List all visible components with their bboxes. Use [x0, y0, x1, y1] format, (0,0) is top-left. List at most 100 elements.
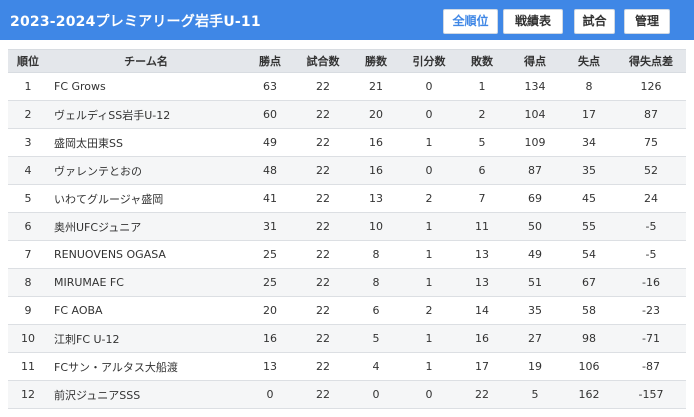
goal-difference-cell: 52: [616, 156, 686, 185]
points-cell: 31: [244, 212, 296, 241]
goals-against-cell: 54: [562, 240, 616, 269]
points-cell: 60: [244, 100, 296, 129]
column-header-rank[interactable]: 順位: [8, 49, 48, 73]
rank-cell: 12: [8, 380, 48, 409]
draws-cell: 1: [402, 268, 456, 297]
header-bar: 2023-2024プレミアリーグ岩手U-11 全順位 戦績表 試合 管理: [0, 0, 694, 40]
team-name-cell[interactable]: MIRUMAE FC: [48, 268, 244, 297]
column-header-goals-for[interactable]: 得点: [508, 49, 562, 73]
team-name-cell[interactable]: 盛岡太田東SS: [48, 128, 244, 157]
goal-difference-cell: -87: [616, 352, 686, 381]
losses-cell: 13: [456, 268, 508, 297]
goal-difference-cell: 87: [616, 100, 686, 129]
wins-cell: 8: [350, 268, 402, 297]
team-name-cell[interactable]: RENUOVENS OGASA: [48, 240, 244, 269]
table-row: 10 江刺FC U-12 16 22 5 1 16 27 98 -71: [8, 324, 686, 353]
table-header-row: 順位 チーム名 勝点 試合数 勝数 引分数 敗数 得点 失点 得失点差: [8, 49, 686, 73]
rank-cell: 2: [8, 100, 48, 129]
draws-cell: 2: [402, 296, 456, 325]
table-row: 1 FC Grows 63 22 21 0 1 134 8 126: [8, 72, 686, 101]
goals-against-cell: 45: [562, 184, 616, 213]
losses-cell: 6: [456, 156, 508, 185]
wins-cell: 20: [350, 100, 402, 129]
goals-against-cell: 55: [562, 212, 616, 241]
draws-cell: 1: [402, 212, 456, 241]
losses-cell: 13: [456, 240, 508, 269]
goals-against-cell: 67: [562, 268, 616, 297]
games-cell: 22: [296, 352, 350, 381]
match-record-table-button[interactable]: 戦績表: [503, 9, 563, 34]
rank-cell: 5: [8, 184, 48, 213]
team-name-cell[interactable]: 前沢ジュニアSSS: [48, 380, 244, 409]
team-name-cell[interactable]: ヴァレンテとおの: [48, 156, 244, 185]
team-name-cell[interactable]: ヴェルディSS岩手U-12: [48, 100, 244, 129]
goals-against-cell: 58: [562, 296, 616, 325]
table-row: 5 いわてグルージャ盛岡 41 22 13 2 7 69 45 24: [8, 184, 686, 213]
column-header-losses[interactable]: 敗数: [456, 49, 508, 73]
losses-cell: 5: [456, 128, 508, 157]
wins-cell: 21: [350, 72, 402, 101]
column-header-goals-against[interactable]: 失点: [562, 49, 616, 73]
table-row: 11 FCサン・アルタス大船渡 13 22 4 1 17 19 106 -87: [8, 352, 686, 381]
games-cell: 22: [296, 184, 350, 213]
column-header-draws[interactable]: 引分数: [402, 49, 456, 73]
goals-for-cell: 19: [508, 352, 562, 381]
games-cell: 22: [296, 380, 350, 409]
matches-button[interactable]: 試合: [574, 9, 615, 34]
goal-difference-cell: -157: [616, 380, 686, 409]
goals-for-cell: 35: [508, 296, 562, 325]
table-row: 8 MIRUMAE FC 25 22 8 1 13 51 67 -16: [8, 268, 686, 297]
team-name-cell[interactable]: 江刺FC U-12: [48, 324, 244, 353]
draws-cell: 1: [402, 352, 456, 381]
rank-cell: 9: [8, 296, 48, 325]
wins-cell: 0: [350, 380, 402, 409]
losses-cell: 17: [456, 352, 508, 381]
points-cell: 0: [244, 380, 296, 409]
table-row: 9 FC AOBA 20 22 6 2 14 35 58 -23: [8, 296, 686, 325]
goals-against-cell: 162: [562, 380, 616, 409]
wins-cell: 10: [350, 212, 402, 241]
goals-for-cell: 69: [508, 184, 562, 213]
wins-cell: 5: [350, 324, 402, 353]
goals-for-cell: 104: [508, 100, 562, 129]
admin-button[interactable]: 管理: [624, 9, 670, 34]
wins-cell: 4: [350, 352, 402, 381]
goal-difference-cell: 24: [616, 184, 686, 213]
losses-cell: 7: [456, 184, 508, 213]
rank-cell: 10: [8, 324, 48, 353]
column-header-goal-difference[interactable]: 得失点差: [616, 49, 686, 73]
points-cell: 13: [244, 352, 296, 381]
losses-cell: 11: [456, 212, 508, 241]
draws-cell: 1: [402, 324, 456, 353]
losses-cell: 1: [456, 72, 508, 101]
games-cell: 22: [296, 100, 350, 129]
goal-difference-cell: -16: [616, 268, 686, 297]
wins-cell: 16: [350, 128, 402, 157]
team-name-cell[interactable]: FC Grows: [48, 72, 244, 101]
draws-cell: 1: [402, 128, 456, 157]
goals-for-cell: 51: [508, 268, 562, 297]
team-name-cell[interactable]: FCサン・アルタス大船渡: [48, 352, 244, 381]
team-name-cell[interactable]: いわてグルージャ盛岡: [48, 184, 244, 213]
column-header-points[interactable]: 勝点: [244, 49, 296, 73]
draws-cell: 1: [402, 240, 456, 269]
points-cell: 49: [244, 128, 296, 157]
rank-cell: 3: [8, 128, 48, 157]
losses-cell: 14: [456, 296, 508, 325]
column-header-wins[interactable]: 勝数: [350, 49, 402, 73]
draws-cell: 0: [402, 72, 456, 101]
draws-cell: 2: [402, 184, 456, 213]
team-name-cell[interactable]: 奥州UFCジュニア: [48, 212, 244, 241]
table-row: 6 奥州UFCジュニア 31 22 10 1 11 50 55 -5: [8, 212, 686, 241]
points-cell: 25: [244, 268, 296, 297]
all-rankings-button[interactable]: 全順位: [443, 9, 498, 34]
table-row: 4 ヴァレンテとおの 48 22 16 0 6 87 35 52: [8, 156, 686, 185]
wins-cell: 8: [350, 240, 402, 269]
team-name-cell[interactable]: FC AOBA: [48, 296, 244, 325]
wins-cell: 13: [350, 184, 402, 213]
goals-for-cell: 5: [508, 380, 562, 409]
points-cell: 41: [244, 184, 296, 213]
column-header-team-name[interactable]: チーム名: [48, 49, 244, 73]
goals-against-cell: 8: [562, 72, 616, 101]
column-header-games[interactable]: 試合数: [296, 49, 350, 73]
